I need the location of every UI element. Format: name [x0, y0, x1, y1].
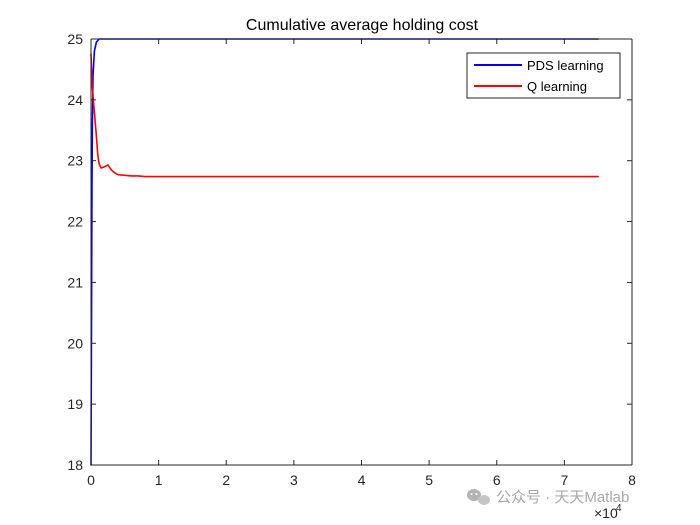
x-tick-label: 7	[560, 472, 568, 488]
legend-label-pds: PDS learning	[527, 58, 604, 73]
x-tick-label: 3	[290, 472, 298, 488]
legend[interactable]: PDS learning Q learning	[466, 52, 621, 99]
x-tick-label: 5	[425, 472, 433, 488]
watermark-text: 公众号 · 天天Matlab	[496, 489, 629, 506]
x-tick-label: 1	[155, 472, 163, 488]
wechat-icon	[467, 489, 490, 505]
x-tick-label: 6	[493, 472, 501, 488]
y-tick-label: 20	[67, 335, 83, 351]
x-multiplier: ×10	[594, 505, 618, 521]
y-tick-label: 24	[67, 92, 83, 108]
x-tick-label: 4	[358, 472, 366, 488]
y-tick-label: 21	[67, 274, 83, 290]
watermark: 公众号 · 天天Matlab	[467, 489, 629, 506]
x-tick-label: 0	[87, 472, 95, 488]
y-tick-label: 25	[67, 31, 83, 47]
chart-title: Cumulative average holding cost	[246, 17, 479, 34]
x-multiplier-exponent: 4	[616, 503, 622, 514]
x-multiplier-base: ×10	[594, 505, 618, 521]
plot-area	[91, 39, 632, 465]
y-tick-label: 19	[67, 396, 83, 412]
series-line-q-learning	[90, 53, 599, 178]
legend-box	[466, 52, 621, 99]
y-tick-label: 22	[67, 214, 83, 230]
legend-label-q: Q learning	[527, 79, 587, 94]
x-tick-label: 2	[222, 472, 230, 488]
y-tick-label: 23	[67, 153, 83, 169]
y-tick-label: 18	[67, 457, 83, 473]
x-tick-label: 8	[628, 472, 636, 488]
